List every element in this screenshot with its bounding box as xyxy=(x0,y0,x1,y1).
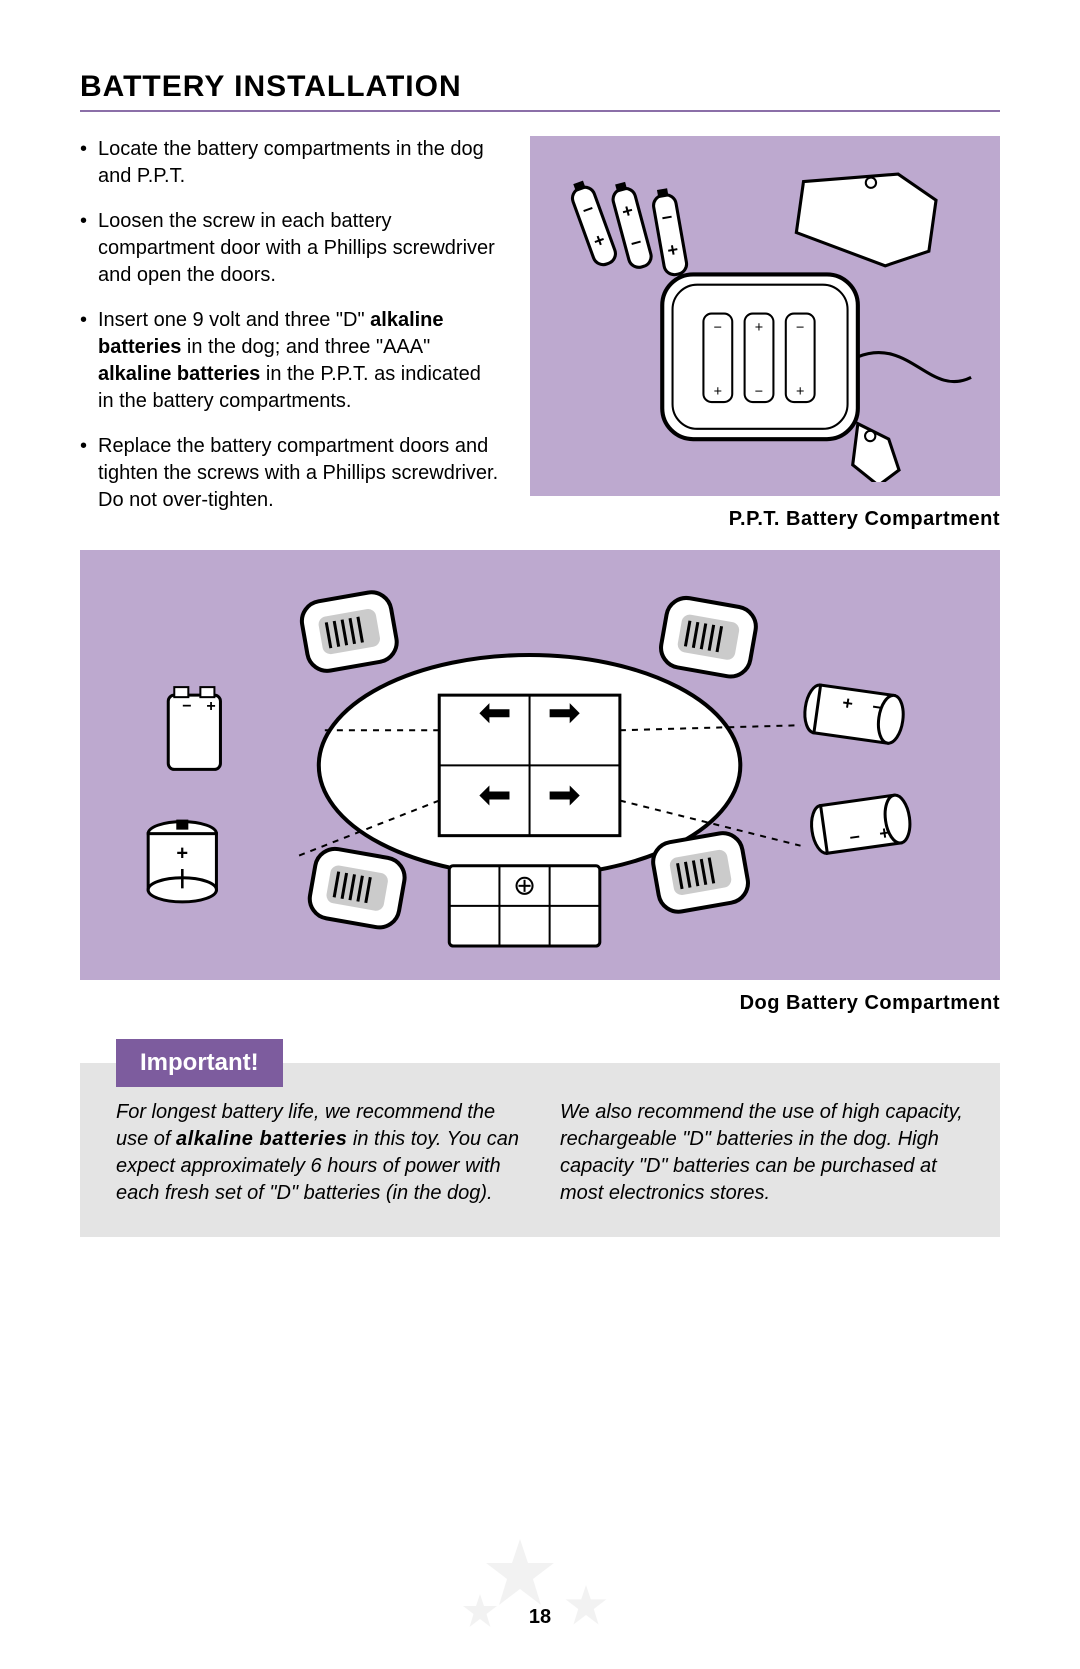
figure-ppt-caption: P.P.T. Battery Compartment xyxy=(530,508,1000,531)
step-4: Replace the battery compartment doors an… xyxy=(80,433,500,514)
important-col-2: We also recommend the use of high capaci… xyxy=(560,1099,964,1207)
svg-text:+: + xyxy=(177,842,189,864)
figure-dog-caption: Dog Battery Compartment xyxy=(80,992,1000,1015)
svg-text:−: − xyxy=(755,384,763,400)
install-steps: Locate the battery compartments in the d… xyxy=(80,136,500,514)
page-number: 18 xyxy=(529,1606,551,1629)
step-2: Loosen the screw in each battery compart… xyxy=(80,208,500,289)
svg-text:−: − xyxy=(713,320,721,336)
step-1: Locate the battery compartments in the d… xyxy=(80,136,500,190)
svg-text:|: | xyxy=(180,866,186,888)
important-label: Important! xyxy=(116,1039,283,1087)
svg-text:+: + xyxy=(713,384,721,400)
decorative-stars-icon xyxy=(460,1529,620,1649)
section-title: BATTERY INSTALLATION xyxy=(80,70,1000,112)
svg-text:−: − xyxy=(183,697,192,715)
important-col-1: For longest battery life, we recommend t… xyxy=(116,1099,520,1207)
svg-text:−: − xyxy=(796,320,804,336)
figure-ppt: −+ +− −+ −+ +− −+ xyxy=(530,136,1000,496)
important-box: Important! For longest battery life, we … xyxy=(80,1063,1000,1237)
svg-text:+: + xyxy=(796,384,804,400)
figure-dog: − + + | + − xyxy=(80,550,1000,980)
step-3: Insert one 9 volt and three "D" alkaline… xyxy=(80,307,500,415)
svg-text:+: + xyxy=(755,320,763,336)
svg-text:+: + xyxy=(207,697,216,715)
